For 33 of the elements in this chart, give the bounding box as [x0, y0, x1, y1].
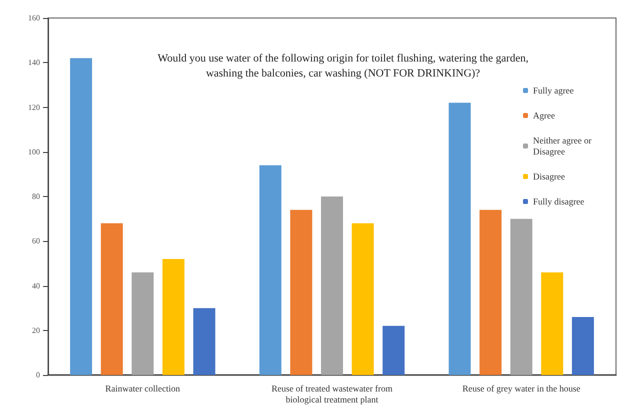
legend-label: Agree: [533, 110, 555, 120]
y-tick-label: 40: [32, 281, 40, 290]
y-tick-label: 20: [32, 326, 40, 335]
y-tick-label: 120: [28, 102, 40, 112]
y-tick-label: 100: [28, 147, 40, 156]
bar: [382, 326, 405, 375]
x-tick-label: Rainwater collection: [105, 384, 181, 394]
x-tick-label: Reuse of treated wastewater from biological treatment plant: [272, 384, 392, 404]
bar: [352, 223, 374, 375]
legend-label: Neither agree or Disagree: [533, 136, 594, 156]
bar: [321, 196, 343, 375]
x-tick-label: Reuse of grey water in the house: [462, 384, 580, 394]
y-tick-label: 160: [28, 14, 40, 22]
bar: [572, 316, 594, 375]
bar: [259, 165, 282, 375]
y-tick-label: 0: [36, 370, 40, 380]
bar: [290, 210, 312, 375]
bar: [541, 272, 564, 375]
y-tick-label: 60: [32, 236, 40, 246]
bar: [510, 218, 532, 375]
bar: [480, 210, 502, 375]
bar: [448, 102, 471, 375]
bar: [132, 272, 154, 375]
bar: [193, 308, 216, 375]
y-tick-label: 80: [32, 192, 40, 201]
legend-label: Fully agree: [533, 86, 574, 96]
bar: [70, 58, 92, 375]
text: Would you use water of the following origin for toilet flushing, watering the garden, washing the balconies, car washing (NOT FOR DRINKING)?: [158, 52, 529, 80]
legend-label: Fully disagree: [533, 196, 584, 206]
legend-label: Disagree: [533, 172, 565, 182]
bar: [162, 258, 184, 375]
bar: [100, 223, 123, 375]
y-tick-label: 140: [28, 58, 40, 68]
